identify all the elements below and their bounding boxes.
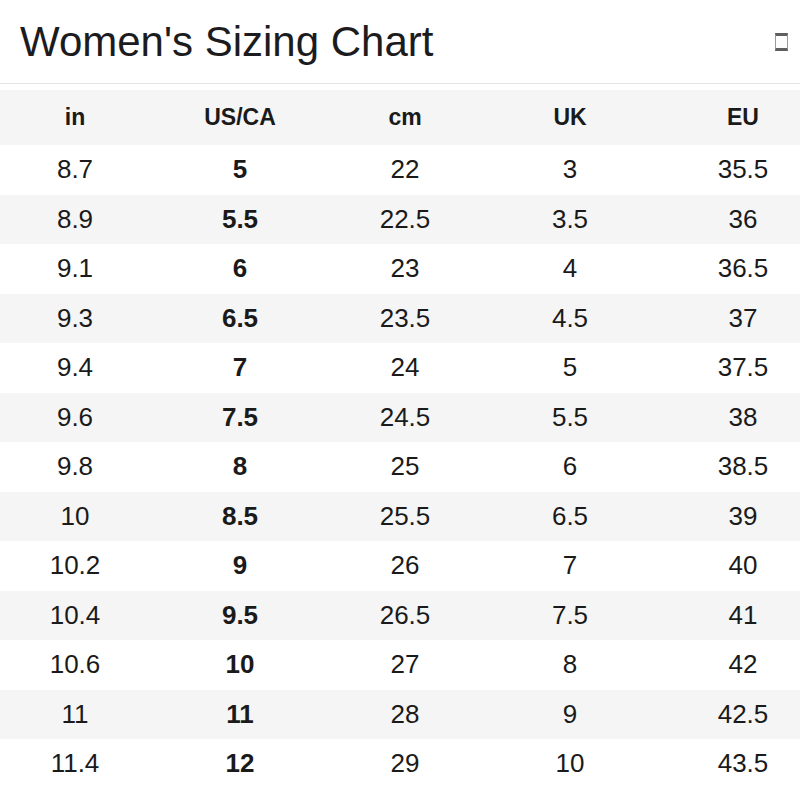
table-cell: 11 (150, 690, 330, 740)
table-cell: 6 (480, 442, 660, 492)
column-header-eu: EU (660, 90, 800, 145)
table-cell: 7.5 (480, 591, 660, 641)
table-cell: 26.5 (330, 591, 480, 641)
table-cell: 25 (330, 442, 480, 492)
table-cell: 7 (150, 343, 330, 393)
column-header-cm: cm (330, 90, 480, 145)
table-cell: 9.8 (0, 442, 150, 492)
column-header-us-ca: US/CA (150, 90, 330, 145)
table-cell: 4 (480, 244, 660, 294)
table-cell: 9.6 (0, 393, 150, 443)
table-cell: 39 (660, 492, 800, 542)
table-cell: 37.5 (660, 343, 800, 393)
table-cell: 5.5 (150, 195, 330, 245)
table-cell: 8.7 (0, 145, 150, 195)
close-button[interactable] (771, 29, 792, 55)
table-cell: 10 (480, 739, 660, 789)
table-row: 10.49.526.57.541 (0, 591, 800, 641)
table-header-row: inUS/CAcmUKEU (0, 90, 800, 145)
table-cell: 43.5 (660, 739, 800, 789)
table-row: 111128942.5 (0, 690, 800, 740)
table-cell: 9 (150, 541, 330, 591)
table-cell: 6.5 (150, 294, 330, 344)
table-cell: 11 (0, 690, 150, 740)
table-cell: 10.6 (0, 640, 150, 690)
table-row: 9.36.523.54.537 (0, 294, 800, 344)
table-row: 9.67.524.55.538 (0, 393, 800, 443)
table-cell: 10 (0, 492, 150, 542)
table-cell: 23 (330, 244, 480, 294)
table-row: 9.1623436.5 (0, 244, 800, 294)
table-cell: 8.9 (0, 195, 150, 245)
table-cell: 40 (660, 541, 800, 591)
table-row: 9.4724537.5 (0, 343, 800, 393)
table-cell: 26 (330, 541, 480, 591)
table-cell: 22.5 (330, 195, 480, 245)
table-cell: 38 (660, 393, 800, 443)
table-cell: 5.5 (480, 393, 660, 443)
sizing-table-wrap: inUS/CAcmUKEU 8.7522335.58.95.522.53.536… (0, 84, 800, 789)
table-cell: 24.5 (330, 393, 480, 443)
missing-glyph-icon (775, 33, 788, 51)
table-cell: 8 (480, 640, 660, 690)
table-cell: 9.1 (0, 244, 150, 294)
table-cell: 5 (150, 145, 330, 195)
table-cell: 42.5 (660, 690, 800, 740)
table-cell: 4.5 (480, 294, 660, 344)
column-header-uk: UK (480, 90, 660, 145)
table-cell: 25.5 (330, 492, 480, 542)
page-title: Women's Sizing Chart (20, 18, 433, 66)
table-row: 108.525.56.539 (0, 492, 800, 542)
sizing-table: inUS/CAcmUKEU 8.7522335.58.95.522.53.536… (0, 90, 800, 789)
table-cell: 10 (150, 640, 330, 690)
table-cell: 3.5 (480, 195, 660, 245)
table-cell: 9.4 (0, 343, 150, 393)
table-cell: 6.5 (480, 492, 660, 542)
table-cell: 24 (330, 343, 480, 393)
table-cell: 5 (480, 343, 660, 393)
table-cell: 3 (480, 145, 660, 195)
table-cell: 9 (480, 690, 660, 740)
table-row: 10.61027842 (0, 640, 800, 690)
table-cell: 35.5 (660, 145, 800, 195)
table-cell: 22 (330, 145, 480, 195)
table-cell: 37 (660, 294, 800, 344)
table-row: 11.412291043.5 (0, 739, 800, 789)
table-cell: 9.5 (150, 591, 330, 641)
table-cell: 8 (150, 442, 330, 492)
table-cell: 27 (330, 640, 480, 690)
table-cell: 6 (150, 244, 330, 294)
table-cell: 10.4 (0, 591, 150, 641)
table-row: 8.7522335.5 (0, 145, 800, 195)
table-cell: 7 (480, 541, 660, 591)
table-cell: 9.3 (0, 294, 150, 344)
table-row: 8.95.522.53.536 (0, 195, 800, 245)
table-cell: 7.5 (150, 393, 330, 443)
table-cell: 29 (330, 739, 480, 789)
table-cell: 36.5 (660, 244, 800, 294)
table-cell: 41 (660, 591, 800, 641)
table-row: 9.8825638.5 (0, 442, 800, 492)
table-cell: 42 (660, 640, 800, 690)
table-cell: 11.4 (0, 739, 150, 789)
table-body: 8.7522335.58.95.522.53.5369.1623436.59.3… (0, 145, 800, 789)
table-cell: 36 (660, 195, 800, 245)
column-header-in: in (0, 90, 150, 145)
table-cell: 10.2 (0, 541, 150, 591)
table-cell: 38.5 (660, 442, 800, 492)
table-cell: 23.5 (330, 294, 480, 344)
table-cell: 12 (150, 739, 330, 789)
table-cell: 8.5 (150, 492, 330, 542)
table-row: 10.2926740 (0, 541, 800, 591)
page-header: Women's Sizing Chart (0, 0, 800, 84)
table-cell: 28 (330, 690, 480, 740)
